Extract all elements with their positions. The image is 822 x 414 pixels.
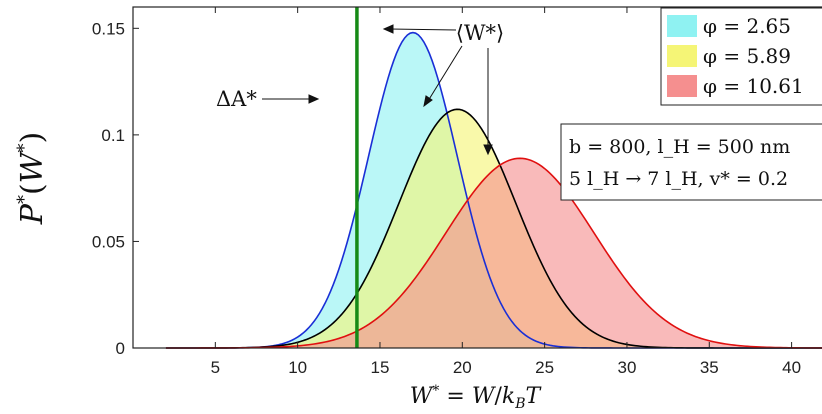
mean-annotation: ⟨W*⟩	[456, 21, 504, 45]
x-tick-label: 40	[782, 358, 801, 377]
histogram-fills	[165, 32, 822, 348]
x-tick-label: 10	[288, 358, 307, 377]
legend-label-1: φ = 2.65	[703, 14, 791, 38]
x-tick-label: 5	[211, 358, 220, 377]
x-axis-label: W* = W/kBT	[410, 383, 543, 412]
x-tick-label: 35	[700, 358, 719, 377]
x-tick-label: 25	[535, 358, 554, 377]
x-tick-label: 15	[371, 358, 390, 377]
delta-a-annotation: ΔA*	[216, 87, 257, 111]
fit-line-3	[165, 157, 822, 349]
legend-swatch-2	[667, 45, 697, 67]
y-ticks: 0 0.05 0.1 0.15	[92, 19, 139, 358]
legend-swatch-3	[667, 75, 697, 97]
y-tick-label: 0.15	[92, 19, 125, 38]
delta-a-arrow	[262, 94, 320, 104]
params-box	[560, 123, 822, 201]
legend: φ = 2.65 φ = 5.89 φ = 10.61	[660, 7, 822, 106]
legend-label-2: φ = 5.89	[703, 44, 791, 68]
x-tick-label: 30	[617, 358, 636, 377]
plot-frame	[132, 6, 822, 349]
histogram-area-3	[165, 158, 822, 348]
y-tick-label: 0.05	[92, 232, 125, 251]
x-ticks: 5 10 15 20 25 30 35 40	[211, 7, 801, 377]
params-line-1: b = 800, l_H = 500 nm	[569, 136, 790, 158]
y-tick-label: 0	[116, 339, 125, 358]
legend-label-3: φ = 10.61	[703, 74, 804, 98]
x-tick-label: 20	[453, 358, 472, 377]
mean-arrows	[382, 24, 493, 156]
y-axis-label: P*(W*)	[14, 132, 50, 225]
legend-swatch-1	[667, 15, 697, 37]
y-tick-label: 0.1	[101, 126, 125, 145]
params-line-2: 5 l_H → 7 l_H, v* = 0.2	[569, 168, 788, 190]
